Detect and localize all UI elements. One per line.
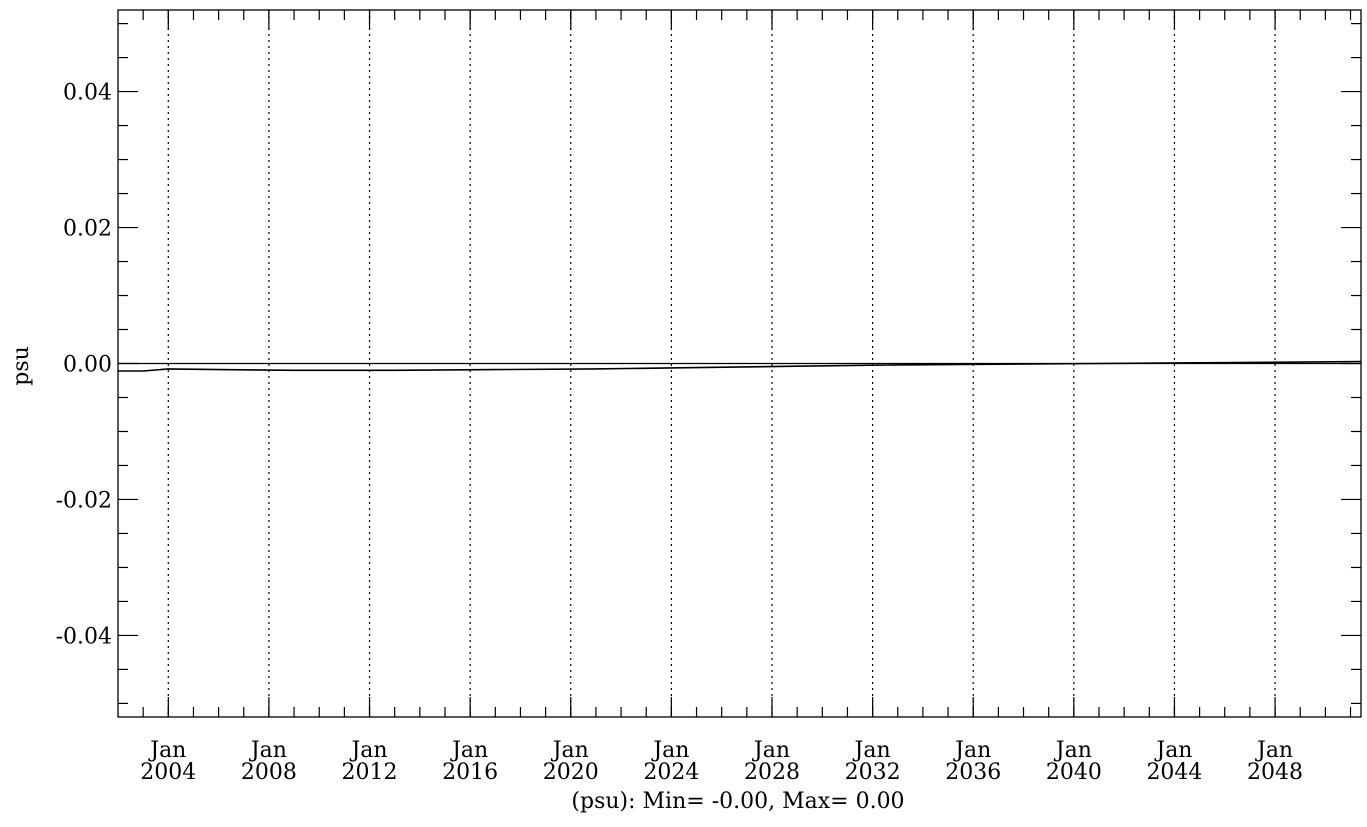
x-tick-year-label: 2032 (845, 760, 901, 785)
x-tick-year-label: 2036 (945, 760, 1001, 785)
x-tick-month-label: Jan (1255, 738, 1293, 763)
x-tick-month-label: Jan (1054, 738, 1092, 763)
y-tick-label: -0.04 (56, 624, 112, 649)
x-tick-month-label: Jan (450, 738, 488, 763)
x-tick-month-label: Jan (349, 738, 387, 763)
x-tick-month-label: Jan (651, 738, 689, 763)
x-tick-month-label: Jan (752, 738, 790, 763)
x-axis-title: (psu): Min= -0.00, Max= 0.00 (571, 789, 904, 814)
x-tick-year-label: 2016 (442, 760, 498, 785)
grid-layer (167, 10, 1276, 717)
tick-layer (118, 10, 1361, 717)
y-tick-label: 0.04 (63, 81, 112, 106)
x-tick-year-label: 2012 (342, 760, 398, 785)
x-tick-month-label: Jan (953, 738, 991, 763)
x-tick-year-label: 2028 (744, 760, 800, 785)
x-tick-month-label: Jan (551, 738, 589, 763)
x-tick-month-label: Jan (1154, 738, 1192, 763)
x-tick-year-label: 2044 (1146, 760, 1202, 785)
x-tick-year-label: 2020 (543, 760, 599, 785)
y-tick-labels: 0.04 0.02 0.00 -0.02 -0.04 (56, 81, 112, 650)
y-tick-label: -0.02 (56, 488, 112, 513)
y-tick-label: 0.00 (63, 353, 112, 378)
y-tick-label: 0.02 (63, 217, 112, 242)
x-tick-year-label: 2024 (643, 760, 699, 785)
x-tick-year-label: 2004 (140, 760, 196, 785)
x-tick-year-label: 2008 (241, 760, 297, 785)
plot-frame (117, 9, 1362, 718)
y-axis-title: psu (9, 346, 34, 386)
series-line (118, 360, 1362, 372)
x-tick-labels: Jan2004Jan2008Jan2012Jan2016Jan2020Jan20… (140, 738, 1303, 785)
x-tick-year-label: 2040 (1046, 760, 1102, 785)
x-tick-month-label: Jan (148, 738, 186, 763)
x-tick-month-label: Jan (249, 738, 287, 763)
x-tick-year-label: 2048 (1247, 760, 1303, 785)
x-tick-month-label: Jan (853, 738, 891, 763)
